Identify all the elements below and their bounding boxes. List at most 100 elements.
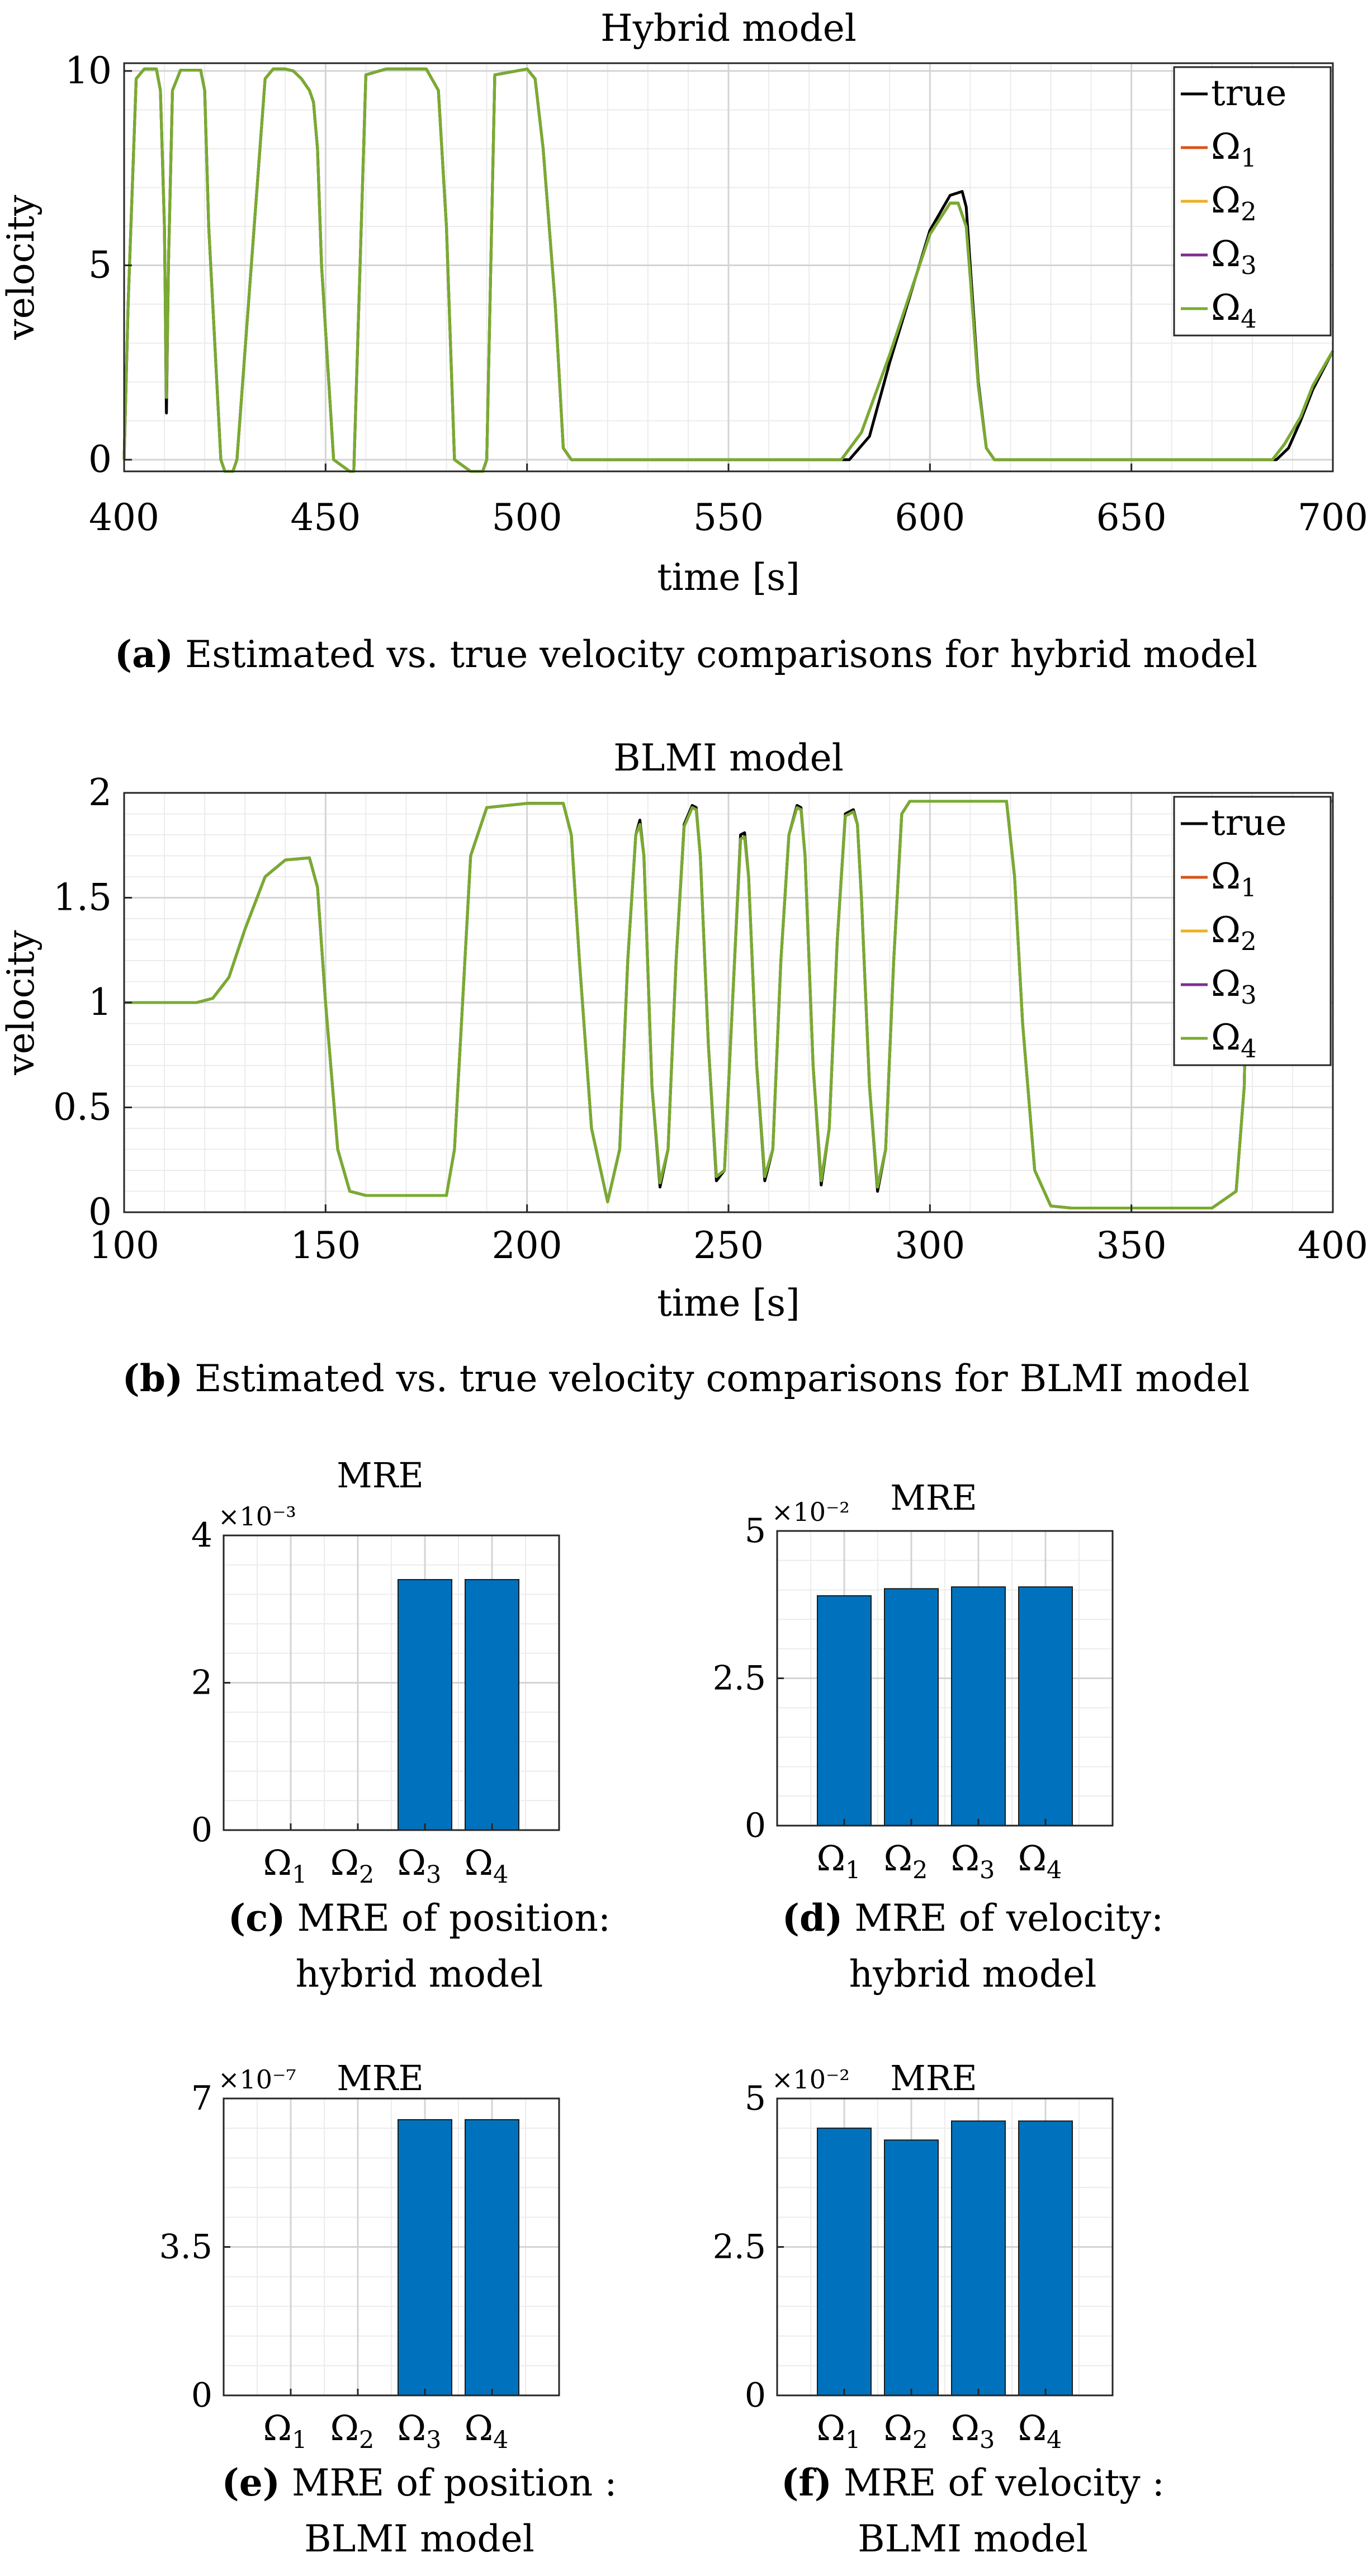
caption-d-label: (d)	[782, 1896, 843, 1940]
legend-label: Ω2	[1211, 910, 1257, 956]
legend-label: Ω1	[1211, 126, 1257, 173]
caption-f: (f) MRE of velocity : BLMI model	[721, 2455, 1224, 2567]
y-tick-label: 0	[745, 1806, 766, 1845]
x-tick-label: Ω3	[398, 1842, 442, 1889]
bar-Ω4	[1018, 2120, 1073, 2396]
x-tick-label: 450	[290, 496, 361, 539]
legend-label: Ω4	[1211, 1017, 1257, 1064]
x-tick-label: 350	[1096, 1224, 1167, 1267]
legend-label: true	[1211, 73, 1286, 114]
x-tick-label: Ω2	[884, 1838, 928, 1884]
legend-label: Ω3	[1211, 963, 1257, 1010]
bar-Ω4	[1018, 1586, 1073, 1826]
caption-d-line2: hybrid model	[849, 1953, 1097, 1996]
chart-title: MRE	[337, 1455, 423, 1496]
legend-label: Ω4	[1211, 287, 1257, 334]
y-tick-label: 0	[745, 2376, 766, 2415]
caption-a: (a) Estimated vs. true velocity comparis…	[0, 626, 1372, 683]
caption-e-line2: BLMI model	[304, 2517, 534, 2560]
y-tick-label: 2.5	[713, 1659, 766, 1698]
x-tick-label: 300	[895, 1224, 965, 1267]
chart-title: BLMI model	[613, 736, 844, 779]
legend-label: Ω1	[1211, 856, 1257, 902]
caption-c-line1: MRE of position:	[297, 1897, 611, 1940]
bar-Ω3	[951, 1586, 1006, 1826]
bar-Ω3	[398, 1579, 452, 1831]
y-axis-label: velocity	[0, 195, 42, 341]
chart-title: MRE	[337, 2058, 423, 2098]
x-tick-label: 400	[1298, 1224, 1368, 1267]
y-tick-label: 1.5	[53, 876, 112, 919]
x-tick-label: Ω2	[330, 2408, 375, 2454]
x-tick-label: 250	[693, 1224, 764, 1267]
caption-c-line2: hybrid model	[295, 1953, 543, 1996]
x-tick-label: Ω4	[465, 1842, 509, 1889]
y-tick-label: 0	[191, 2376, 212, 2415]
bar-Ω2	[884, 1588, 939, 1826]
legend-label: Ω3	[1211, 234, 1257, 280]
exponent-label: ×10⁻²	[772, 1497, 850, 1527]
bar-Ω3	[951, 2120, 1006, 2396]
exponent-label: ×10⁻³	[218, 1501, 296, 1532]
caption-d: (d) MRE of velocity: hybrid model	[721, 1890, 1224, 2002]
y-tick-label: 0.5	[53, 1086, 112, 1129]
x-tick-label: Ω4	[1018, 2408, 1062, 2454]
chart-a: 400 450 500 550 600 650 700 0 5 10 Hybrid model tim…	[0, 7, 1368, 599]
y-tick-label: 5	[745, 2079, 766, 2118]
x-tick-label: 150	[290, 1224, 361, 1267]
y-tick-label: 3.5	[159, 2228, 212, 2267]
y-tick-label: 5	[745, 1511, 766, 1551]
caption-a-label: (a)	[114, 632, 174, 676]
bar-Ω4	[465, 2119, 519, 2396]
x-tick-label: 400	[89, 496, 159, 539]
y-tick-label: 7	[191, 2079, 212, 2118]
x-tick-label: 550	[693, 496, 764, 539]
x-tick-label: Ω4	[1018, 1838, 1062, 1884]
caption-b: (b) Estimated vs. true velocity comparis…	[0, 1350, 1372, 1407]
x-tick-label: Ω4	[465, 2408, 509, 2454]
caption-f-label: (f)	[781, 2461, 832, 2504]
x-axis-label: time [s]	[657, 1282, 800, 1325]
y-tick-label: 1	[88, 981, 112, 1024]
chart-title: Hybrid model	[600, 7, 857, 50]
caption-c: (c) MRE of position: hybrid model	[168, 1890, 671, 2002]
y-tick-label: 2.5	[713, 2228, 766, 2267]
caption-f-line2: BLMI model	[858, 2517, 1088, 2560]
x-axis-label: time [s]	[657, 556, 800, 599]
bar-Ω1	[817, 2128, 872, 2397]
y-tick-label: 0	[88, 438, 112, 481]
caption-c-label: (c)	[228, 1896, 286, 1940]
chart-d: 0 2.5 5 Ω1 Ω2 Ω3 Ω4 ×10⁻² MRE	[713, 1477, 1114, 1884]
x-tick-label: Ω1	[817, 2408, 861, 2454]
bar-Ω4	[465, 1579, 519, 1831]
x-tick-label: 700	[1298, 496, 1368, 539]
caption-b-label: (b)	[122, 1356, 183, 1400]
y-axis-label: velocity	[0, 930, 42, 1076]
x-tick-label: 600	[895, 496, 965, 539]
legend: true Ω1 Ω2 Ω3 Ω4	[1173, 796, 1332, 1066]
x-tick-label: Ω1	[817, 1838, 861, 1884]
x-tick-label: 200	[492, 1224, 562, 1267]
x-tick-label: Ω1	[263, 2408, 307, 2454]
legend-label: Ω2	[1211, 180, 1257, 226]
y-tick-label: 0	[88, 1190, 112, 1233]
x-tick-label: Ω3	[951, 1838, 995, 1884]
chart-c: 0 2 4 Ω1 Ω2 Ω3 Ω4 ×10⁻³ MRE	[191, 1455, 560, 1889]
x-tick-label: Ω3	[398, 2408, 442, 2454]
x-tick-label: 100	[89, 1224, 159, 1267]
series-line-omega4	[124, 800, 1333, 1209]
series-line-omega4	[122, 67, 1335, 473]
y-tick-label: 2	[191, 1663, 212, 1703]
x-tick-label: Ω1	[263, 1842, 307, 1889]
y-tick-label: 2	[88, 771, 112, 814]
legend-label: true	[1211, 802, 1286, 844]
bar-Ω1	[817, 1595, 872, 1826]
chart-title: MRE	[890, 1477, 977, 1518]
chart-f: 0 2.5 5 Ω1 Ω2 Ω3 Ω4 ×10⁻² MRE	[713, 2058, 1114, 2454]
legend: true Ω1 Ω2 Ω3 Ω4	[1173, 66, 1332, 337]
x-tick-label: 650	[1096, 496, 1167, 539]
x-tick-label: 500	[492, 496, 562, 539]
caption-e-line1: MRE of position :	[291, 2461, 617, 2504]
caption-f-line1: MRE of velocity :	[843, 2461, 1165, 2504]
